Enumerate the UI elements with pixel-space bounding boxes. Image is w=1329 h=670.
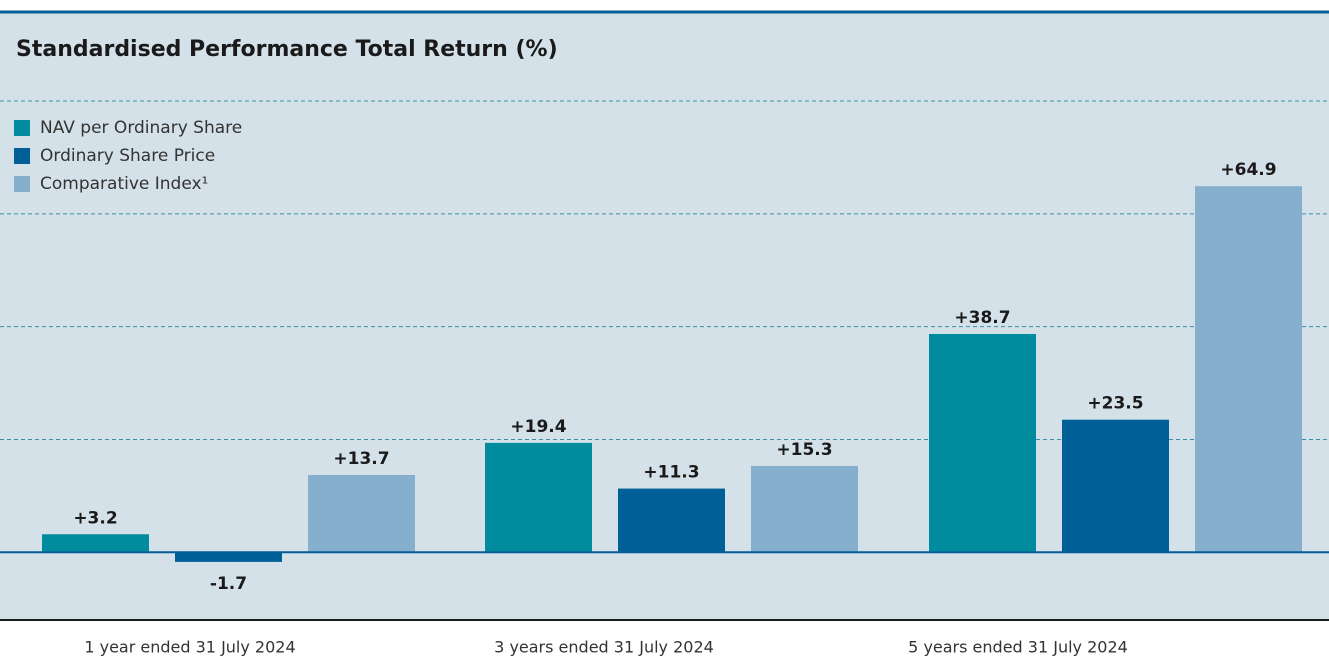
legend-label: NAV per Ordinary Share xyxy=(40,118,242,138)
bar xyxy=(175,552,282,562)
bar xyxy=(1195,186,1302,553)
bar xyxy=(308,475,415,553)
value-label: -1.7 xyxy=(210,574,247,594)
legend-swatch xyxy=(14,176,30,192)
value-label: +15.3 xyxy=(776,440,832,460)
value-label: +13.7 xyxy=(333,449,389,469)
x-tick-label: 1 year ended 31 July 2024 xyxy=(84,638,295,657)
value-label: +23.5 xyxy=(1087,394,1143,414)
x-tick-label: 3 years ended 31 July 2024 xyxy=(494,638,714,657)
bar xyxy=(929,333,1036,553)
bar xyxy=(618,488,725,553)
value-label: +64.9 xyxy=(1220,160,1276,180)
value-label: +11.3 xyxy=(643,463,699,483)
x-tick-label: 5 years ended 31 July 2024 xyxy=(908,638,1128,657)
legend-swatch xyxy=(14,148,30,164)
legend-label: Ordinary Share Price xyxy=(40,146,215,166)
value-label: +19.4 xyxy=(510,417,566,437)
bar xyxy=(42,534,149,553)
legend-label: Comparative Index¹ xyxy=(40,174,208,194)
bar xyxy=(751,465,858,553)
legend-swatch xyxy=(14,120,30,136)
bar xyxy=(1062,419,1169,553)
value-label: +38.7 xyxy=(954,308,1010,328)
chart-title: Standardised Performance Total Return (%… xyxy=(16,37,558,62)
value-label: +3.2 xyxy=(73,508,117,528)
bar xyxy=(485,442,592,553)
